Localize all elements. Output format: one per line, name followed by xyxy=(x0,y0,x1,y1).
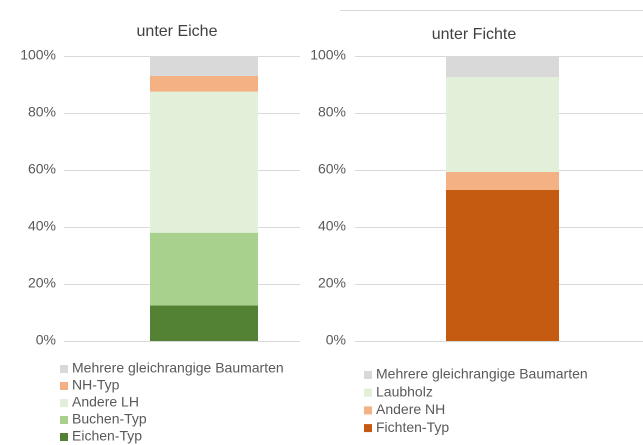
legend-label: NH-Typ xyxy=(72,377,120,393)
legend-label: Fichten-Typ xyxy=(376,419,449,435)
bar-segment xyxy=(150,305,258,341)
legend-swatch xyxy=(60,433,68,441)
legend-label: Andere LH xyxy=(72,394,139,410)
y-tick-label: 20% xyxy=(28,275,56,291)
y-tick-label: 100% xyxy=(20,47,56,63)
bar-segment xyxy=(446,77,559,172)
chart-title: unter Fichte xyxy=(432,26,517,43)
y-tick-label: 20% xyxy=(318,275,346,291)
bar-segment xyxy=(446,189,559,341)
y-tick-label: 60% xyxy=(28,161,56,177)
legend-swatch xyxy=(364,388,372,397)
bar-segment xyxy=(446,171,559,190)
y-tick-label: 40% xyxy=(28,218,56,234)
bar-segment xyxy=(150,91,258,233)
bar-segment xyxy=(150,75,258,92)
legend-label: Andere NH xyxy=(376,401,445,417)
legend-swatch xyxy=(60,399,68,407)
chart-title: unter Eiche xyxy=(137,23,218,40)
legend-swatch xyxy=(60,382,68,390)
legend-label: Mehrere gleichrangige Baumarten xyxy=(376,366,588,382)
y-tick-label: 60% xyxy=(318,161,346,177)
legend-swatch xyxy=(60,416,68,424)
y-tick-label: 40% xyxy=(318,218,346,234)
legend-label: Eichen-Typ xyxy=(72,428,142,444)
legend-label: Laubholz xyxy=(376,383,433,399)
legend-label: Buchen-Typ xyxy=(72,411,147,427)
y-tick-label: 80% xyxy=(28,104,56,120)
legend-label: Mehrere gleichrangige Baumarten xyxy=(72,360,284,376)
y-tick-label: 0% xyxy=(326,332,346,348)
y-tick-label: 0% xyxy=(36,332,56,348)
legend-swatch xyxy=(60,365,68,373)
bar-segment xyxy=(150,56,258,76)
legend-swatch xyxy=(364,371,372,379)
y-tick-label: 80% xyxy=(318,104,346,120)
bar-segment xyxy=(446,56,559,78)
legend-swatch xyxy=(364,406,372,415)
bar-segment xyxy=(150,232,258,306)
y-tick-label: 100% xyxy=(310,47,346,63)
legend-swatch xyxy=(364,424,372,433)
